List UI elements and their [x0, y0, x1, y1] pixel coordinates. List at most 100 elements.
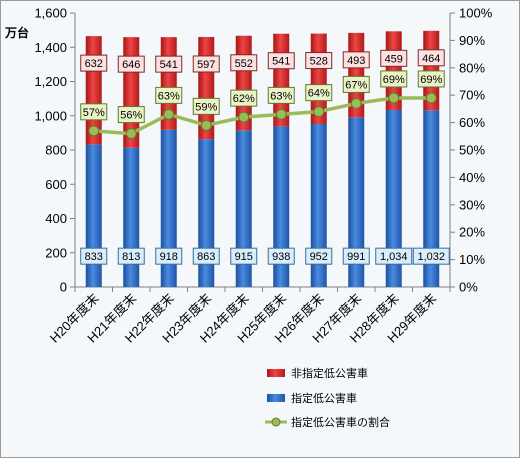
ratio-value-label-box — [380, 70, 408, 88]
ratio-point — [313, 106, 325, 118]
y-left-tick-label: 200 — [45, 245, 67, 260]
y-right-tick-label: 50% — [459, 143, 485, 158]
y-right-tick-label: 100% — [459, 6, 493, 21]
y-right-tick-label: 90% — [459, 33, 485, 48]
bar-designated — [198, 139, 215, 287]
y-left-tick-label: 1,000 — [34, 108, 67, 123]
ratio-value-label: 63% — [158, 90, 180, 102]
non-designated-value-label-box — [342, 51, 370, 69]
designated-value-label: 1,032 — [417, 251, 445, 263]
y-right-tick-label: 60% — [459, 115, 485, 130]
data-labels: 833 632 57% 813 646 56% 918 541 63% 863 597 59% 915 5… — [80, 49, 450, 265]
ratio-point — [163, 108, 175, 120]
y-right-tick-label: 70% — [459, 88, 485, 103]
ratio-point — [425, 92, 437, 104]
ratio-point — [238, 111, 250, 123]
non-designated-value-label-box — [80, 54, 108, 72]
ratio-value-label-box — [305, 84, 333, 102]
y-right-tick-label: 0% — [459, 280, 478, 295]
y-left-tick-label: 1,400 — [34, 40, 67, 55]
ratio-point — [388, 92, 400, 104]
y-left-tick-label: 400 — [45, 211, 67, 226]
non-designated-value-label: 597 — [197, 59, 215, 71]
designated-value-label: 952 — [310, 251, 328, 263]
ratio-polyline — [93, 96, 432, 136]
y-left-tick-label: 1,600 — [34, 6, 67, 21]
designated-value-label: 991 — [347, 251, 365, 263]
ratio-line — [88, 92, 437, 140]
ratio-value-label: 69% — [420, 74, 442, 86]
bar-designated — [423, 110, 440, 288]
y-right-tick-label: 40% — [459, 170, 485, 185]
bar-designated — [273, 126, 290, 288]
non-designated-value-label: 541 — [272, 56, 290, 68]
ratio-point — [350, 97, 362, 109]
non-designated-value-label-box — [417, 49, 445, 67]
ratio-value-label-box — [267, 86, 295, 104]
designated-value-label-box — [267, 247, 295, 265]
ratio-value-label: 62% — [233, 93, 255, 105]
designated-value-label-box — [305, 247, 333, 265]
designated-value-label: 918 — [160, 251, 178, 263]
ratio-value-label-box — [117, 106, 145, 124]
y-right-tick-label: 10% — [459, 252, 485, 267]
designated-value-label-box — [117, 247, 145, 265]
non-designated-value-label: 464 — [422, 53, 440, 65]
non-designated-value-label: 541 — [160, 59, 178, 71]
designated-value-label: 915 — [235, 251, 253, 263]
y-left-tick-label: 600 — [45, 177, 67, 192]
ratio-point — [88, 125, 100, 137]
ratio-value-label-box — [417, 70, 445, 88]
ratio-value-label-box — [192, 97, 220, 115]
ratio-value-label-box — [155, 86, 183, 104]
bar-designated — [123, 147, 140, 287]
non-designated-value-label-box — [267, 52, 295, 70]
bar-designated — [348, 117, 365, 287]
y-left-tick-label: 800 — [45, 143, 67, 158]
legend-label: 非指定低公害車 — [291, 366, 368, 380]
bar-designated — [385, 109, 402, 288]
designated-value-label-box — [412, 247, 450, 265]
unit-label: 万台 — [4, 25, 29, 40]
designated-value-label: 938 — [272, 251, 290, 263]
non-designated-value-label: 459 — [385, 53, 403, 65]
non-designated-value-label-box — [117, 55, 145, 73]
non-designated-value-label-box — [155, 55, 183, 73]
bar-designated — [310, 123, 327, 287]
designated-value-label-box — [192, 247, 220, 265]
designated-value-label: 863 — [197, 251, 215, 263]
ratio-value-label: 69% — [383, 74, 405, 86]
y-right-tick-label: 20% — [459, 225, 485, 240]
designated-value-label-box — [342, 247, 370, 265]
bar-designated — [85, 144, 102, 287]
designated-value-label-box — [80, 247, 108, 265]
ratio-value-label: 57% — [83, 107, 105, 119]
non-designated-value-label: 493 — [347, 55, 365, 67]
ratio-value-label-box — [342, 75, 370, 93]
legend-label: 指定低公害車 — [291, 391, 357, 405]
legend-swatch — [267, 394, 285, 402]
non-designated-value-label: 632 — [85, 58, 103, 70]
designated-value-label-box — [375, 247, 413, 265]
ratio-value-label: 64% — [308, 88, 330, 100]
ratio-value-label-box — [80, 103, 108, 121]
ratio-value-label: 67% — [345, 79, 367, 91]
designated-value-label-box — [155, 247, 183, 265]
y-left-tick-label: 1,200 — [34, 74, 67, 89]
y-right-tick-label: 80% — [459, 60, 485, 75]
non-designated-value-label: 646 — [122, 59, 140, 71]
non-designated-value-label-box — [192, 55, 220, 73]
ratio-value-label-box — [230, 89, 258, 107]
y-left-tick-label: 0 — [60, 280, 67, 295]
designated-value-label-box — [230, 247, 258, 265]
legend-marker — [271, 417, 281, 427]
ratio-value-label: 56% — [120, 110, 142, 122]
y-right-tick-label: 30% — [459, 197, 485, 212]
designated-value-label: 833 — [85, 251, 103, 263]
non-designated-value-label: 552 — [235, 58, 253, 70]
ratio-value-label: 59% — [195, 101, 217, 113]
ratio-value-label: 63% — [270, 90, 292, 102]
non-designated-value-label-box — [305, 52, 333, 70]
ratio-point — [125, 128, 137, 140]
